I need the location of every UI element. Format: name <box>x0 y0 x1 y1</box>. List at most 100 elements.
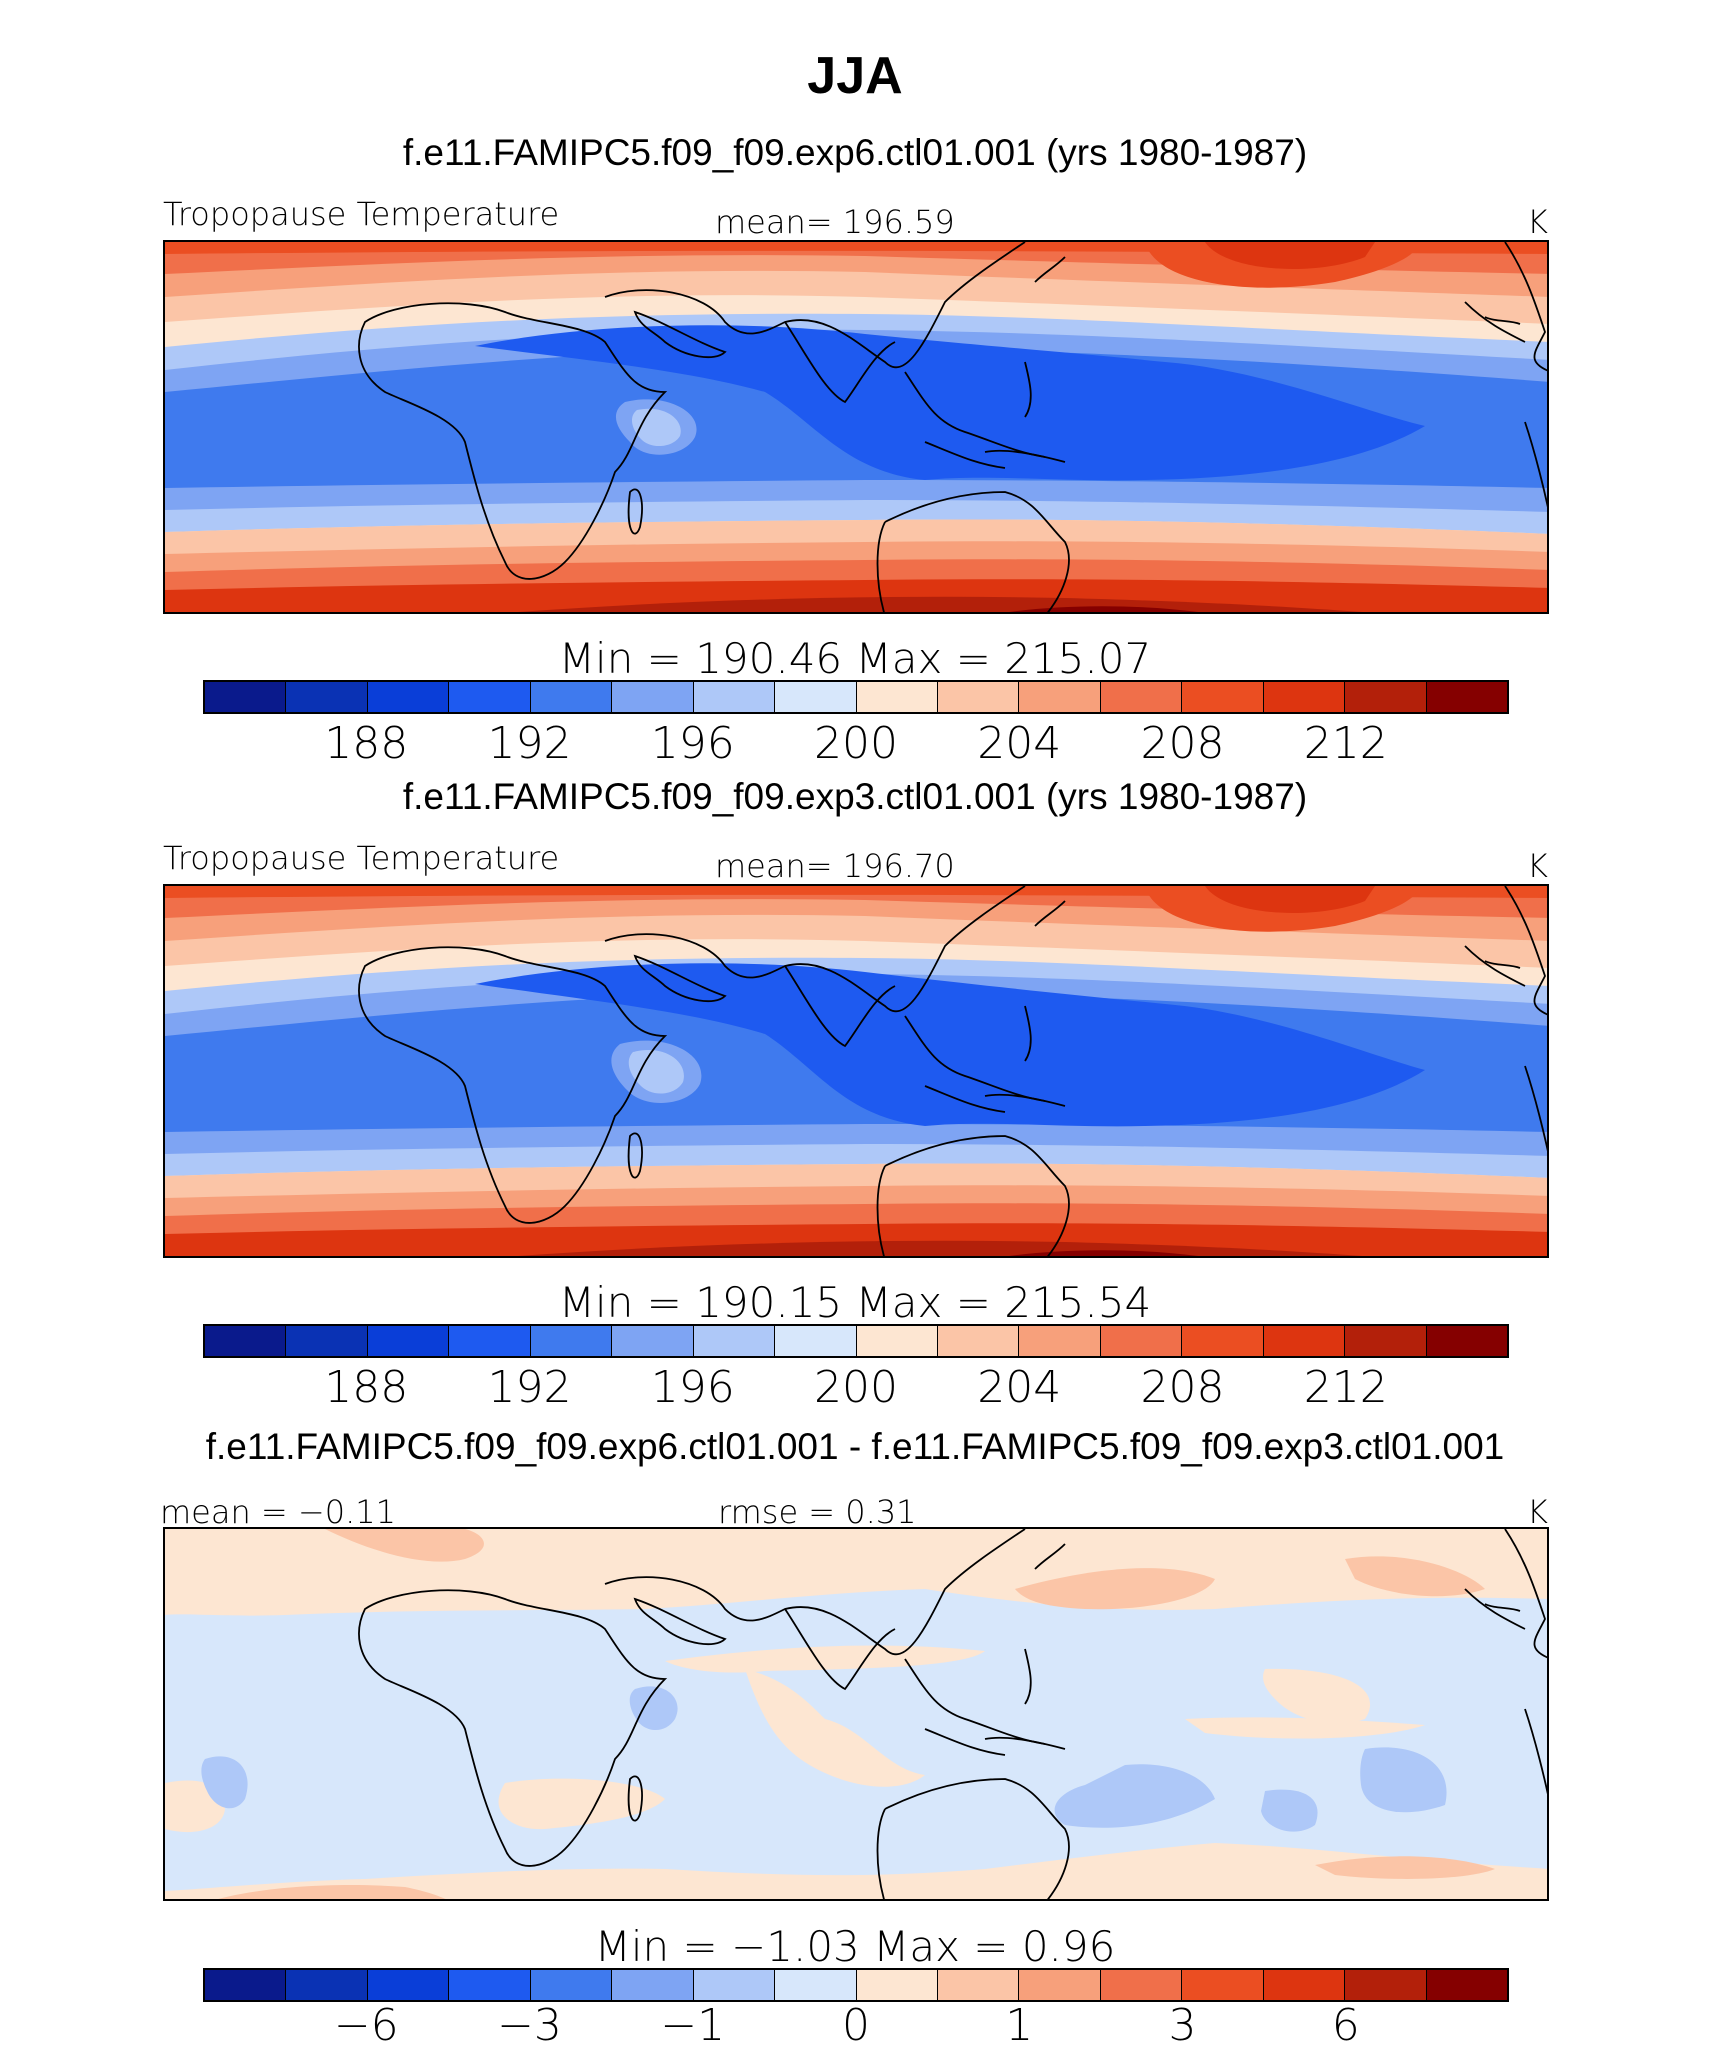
contour-band-15 <box>201 1756 248 1809</box>
contour-band-13 <box>1315 1856 1495 1879</box>
colorbar-tick-label: 212 <box>1303 1362 1388 1413</box>
coast-america <box>1464 242 1547 372</box>
colorbar-swatch <box>937 682 1020 712</box>
coast-india <box>784 321 896 404</box>
contour-band-10 <box>475 963 1425 1127</box>
panel-2-mean-label: mean= 196.70 <box>715 847 955 885</box>
coast-australia <box>876 491 1070 612</box>
colorbar-swatch <box>449 1326 531 1356</box>
coast-seasia <box>904 371 1046 458</box>
panel-1-left-label: Tropopause Temperature <box>163 195 560 233</box>
coast-seasia <box>904 1658 1046 1745</box>
colorbar-tick-label: 204 <box>977 718 1062 769</box>
panel-1-minmax: Min = 190.46 Max = 215.07 <box>558 634 1152 683</box>
panel-3-mean-label: mean = −0.11 <box>160 1493 396 1531</box>
panel-1-title: f.e11.FAMIPC5.f09_f09.exp6.ctl01.001 (yr… <box>402 132 1308 173</box>
coast-south-america <box>1524 421 1547 508</box>
colorbar-tick-label: −1 <box>660 2000 726 2051</box>
figure-title: JJA <box>807 47 903 105</box>
colorbar-tick-label: 208 <box>1140 1362 1225 1413</box>
panel-1-map <box>163 240 1549 614</box>
colorbar-swatch <box>367 1326 450 1356</box>
colorbar-swatch <box>530 1326 613 1356</box>
colorbar-swatch <box>612 1326 694 1356</box>
coast-indonesia-1 <box>924 441 1006 469</box>
contour-band-6 <box>1205 886 1375 913</box>
colorbar-swatch <box>937 1326 1020 1356</box>
colorbar-swatch <box>1182 682 1264 712</box>
colorbar-swatch <box>1100 1326 1183 1356</box>
coast-arabia <box>633 1597 727 1646</box>
coast-australia <box>876 1778 1070 1899</box>
coast-caribbean <box>1484 1603 1521 1612</box>
colorbar-swatch <box>856 1326 938 1356</box>
coast-eurasia <box>604 886 1026 1013</box>
coast-philippines <box>1024 1648 1032 1705</box>
colorbar-tick-label: 196 <box>650 718 735 769</box>
colorbar-swatch <box>1019 682 1101 712</box>
coastlines <box>358 242 1547 612</box>
colorbar-swatch <box>530 682 613 712</box>
panel-3-colorbar-ticks: −6 −3 −1 0 1 3 6 <box>203 2004 1509 2050</box>
contour-band-12 <box>218 1885 446 1899</box>
contour-band-8 <box>165 1843 1547 1899</box>
contour-band-7 <box>1185 1717 1425 1739</box>
colorbar-swatch <box>1019 1970 1101 2000</box>
colorbar-tick-label: 192 <box>487 718 572 769</box>
contour-band-9 <box>325 1529 484 1562</box>
colorbar-swatch <box>856 1970 938 2000</box>
colorbar-swatch <box>1100 1970 1183 2000</box>
colorbar-swatch <box>1100 682 1183 712</box>
panel-3-contours <box>165 1529 1547 1899</box>
colorbar-swatch <box>612 1970 694 2000</box>
contour-band-2 <box>665 1645 985 1673</box>
colorbar-swatch <box>937 1970 1020 2000</box>
panel-2-colorbar-ticks: 188 192 196 200 204 208 212 <box>203 1366 1509 1412</box>
panel-1-colorbar-ticks: 188 192 196 200 204 208 212 <box>203 722 1509 768</box>
colorbar-swatch <box>775 1970 857 2000</box>
colorbar-swatch <box>1426 1326 1507 1356</box>
coastlines <box>358 1529 1547 1899</box>
colorbar-swatch <box>1345 1970 1427 2000</box>
colorbar-swatch <box>205 1326 287 1356</box>
colorbar-tick-label: 204 <box>977 1362 1062 1413</box>
coast-japan <box>1034 256 1066 283</box>
colorbar-tick-label: −6 <box>333 2000 399 2051</box>
panel-2-units: K <box>1527 847 1548 885</box>
colorbar-tick-label: 200 <box>814 1362 898 1413</box>
coast-philippines <box>1024 361 1032 418</box>
coast-south-america <box>1524 1708 1547 1795</box>
coast-madagascar <box>627 1132 643 1179</box>
colorbar-tick-label: 192 <box>487 1362 572 1413</box>
contour-band-11 <box>1345 1556 1485 1597</box>
coast-africa <box>358 302 668 580</box>
coast-caribbean <box>1484 960 1521 969</box>
coast-indonesia-2 <box>984 1093 1066 1107</box>
coast-madagascar <box>627 1775 643 1822</box>
colorbar-swatch <box>1263 682 1346 712</box>
colorbar-tick-label: 3 <box>1168 2000 1197 2051</box>
colorbar-swatch <box>1426 1970 1507 2000</box>
coast-philippines <box>1024 1005 1032 1062</box>
coast-indonesia-1 <box>924 1728 1006 1756</box>
contour-band-12 <box>628 1050 684 1094</box>
panel-2-minmax: Min = 190.15 Max = 215.54 <box>558 1278 1152 1327</box>
colorbar-swatch <box>1182 1326 1264 1356</box>
coast-south-america <box>1524 1065 1547 1152</box>
colorbar-swatch <box>1263 1326 1346 1356</box>
colorbar-swatch <box>449 682 531 712</box>
colorbar-swatch <box>1345 1326 1427 1356</box>
contour-band-10 <box>475 325 1425 481</box>
coast-america <box>1464 886 1547 1016</box>
colorbar-tick-label: 1 <box>1005 2000 1034 2051</box>
colorbar-swatch <box>775 1326 857 1356</box>
contour-band-6 <box>1263 1668 1371 1724</box>
panel-3-map <box>163 1527 1549 1901</box>
colorbar-swatch <box>1019 1326 1101 1356</box>
coast-seasia <box>904 1015 1046 1102</box>
coast-india <box>784 1608 896 1691</box>
contour-band-14 <box>629 1686 678 1731</box>
colorbar-swatch <box>693 1970 776 2000</box>
contour-band-17 <box>1360 1747 1447 1813</box>
colorbar-swatch <box>286 1970 368 2000</box>
